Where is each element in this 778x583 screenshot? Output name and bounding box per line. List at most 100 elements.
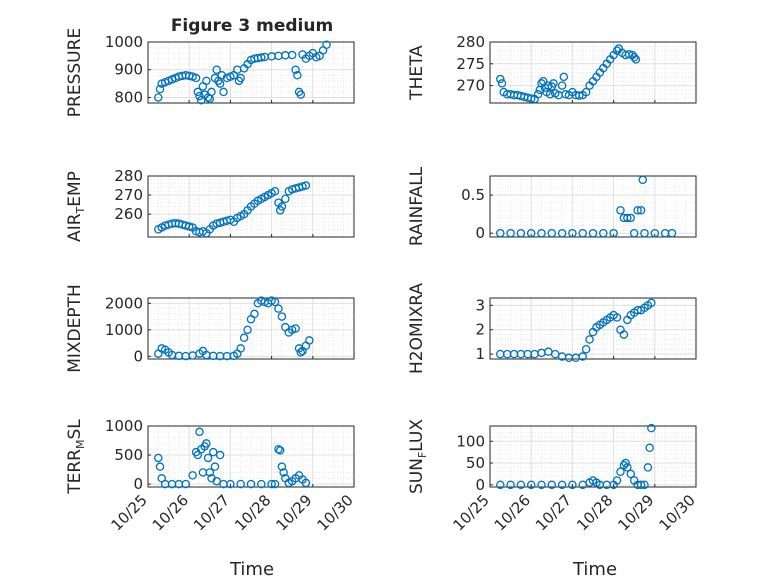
data-point: [210, 462, 220, 471]
data-point: [545, 90, 555, 99]
data-point: [516, 228, 526, 238]
data-point: [631, 55, 641, 64]
data-point: [301, 478, 311, 488]
data-point: [496, 74, 505, 84]
data-point: [588, 228, 598, 238]
data-point: [549, 79, 558, 88]
y-tick-label: 1000: [105, 417, 143, 435]
data-point: [301, 181, 311, 190]
data-point: [275, 206, 285, 215]
data-point: [557, 81, 567, 90]
data-point: [526, 480, 536, 490]
data-point: [236, 344, 245, 353]
data-point: [181, 479, 191, 489]
y-axis-label: H2OMIXRA: [407, 283, 427, 374]
subplot-pressure: 800 900 1000 PRESSURE: [65, 28, 355, 117]
data-point: [612, 476, 622, 485]
data-point: [154, 453, 163, 463]
y-tick-label: 3: [475, 296, 485, 314]
data-point: [667, 228, 677, 238]
data-point: [279, 468, 288, 477]
data-point: [219, 87, 228, 97]
data-point: [193, 87, 203, 97]
data-point: [274, 304, 283, 313]
data-point: [215, 450, 225, 460]
data-point: [626, 469, 636, 479]
data-point: [195, 91, 204, 101]
data-point: [557, 480, 567, 490]
data-point: [236, 73, 245, 83]
data-point: [155, 462, 165, 471]
data-point: [188, 471, 197, 480]
data-point: [547, 480, 557, 490]
y-tick-label: 280: [114, 167, 143, 185]
y-tick-label: 100: [456, 432, 485, 450]
axes-box: [489, 425, 697, 488]
subplot-theta: 270 275 280 THETA: [407, 33, 697, 104]
data-point: [274, 444, 283, 454]
data-point: [647, 423, 656, 433]
data-point: [629, 53, 639, 62]
data-point: [609, 228, 618, 238]
data-point: [568, 228, 577, 238]
data-point: [270, 479, 280, 489]
data-point: [257, 479, 266, 489]
data-point: [638, 175, 648, 185]
data-point: [640, 228, 649, 238]
y-axis-label: RAINFALL: [407, 166, 427, 246]
y-tick-label: 2: [475, 321, 485, 339]
data-point: [650, 228, 660, 238]
data-point: [202, 439, 211, 448]
data-point: [557, 228, 567, 238]
data-point: [215, 79, 225, 88]
y-axis-label: SUNFLUX: [407, 419, 429, 494]
data-point: [277, 312, 287, 321]
data-point: [506, 480, 515, 490]
y-tick-label: 280: [456, 33, 485, 51]
data-point: [291, 324, 300, 333]
data-point: [257, 53, 266, 62]
data-point: [270, 297, 280, 307]
data-point: [226, 479, 235, 489]
data-point: [246, 479, 256, 489]
figure-title: Figure 3 medium: [171, 16, 333, 36]
data-point: [585, 335, 594, 344]
data-point: [305, 336, 314, 345]
data-point: [293, 71, 302, 80]
data-point: [250, 309, 259, 319]
data-point: [629, 228, 639, 238]
y-tick-label: 1000: [105, 321, 143, 339]
data-point: [516, 480, 526, 490]
data-point: [626, 213, 636, 223]
data-point: [612, 313, 622, 322]
x-axis-label-right: Time: [572, 559, 617, 580]
data-point: [243, 325, 252, 335]
data-point: [208, 447, 218, 457]
data-point: [212, 65, 221, 74]
data-point: [207, 87, 216, 97]
data-point: [497, 79, 507, 88]
y-axis-label: AIRTEMP: [65, 171, 87, 242]
axes-box: [147, 297, 355, 360]
data-point: [277, 202, 287, 211]
data-point: [154, 93, 163, 102]
y-tick-label: 0: [133, 347, 143, 365]
axes-box: [489, 297, 697, 360]
data-point: [277, 462, 287, 471]
y-tick-label: 1000: [105, 33, 143, 51]
y-tick-label: 800: [114, 88, 143, 106]
data-point: [581, 87, 591, 97]
data-point: [155, 84, 165, 94]
data-point: [537, 228, 546, 238]
data-point: [623, 213, 632, 223]
data-point: [296, 348, 306, 357]
data-point: [275, 446, 285, 455]
data-point: [616, 206, 625, 215]
y-tick-label: 2000: [105, 294, 143, 312]
subplot-h2omixra: 1 2 3 H2OMIXRA: [407, 283, 697, 374]
data-point: [575, 91, 584, 100]
data-point: [537, 480, 546, 490]
data-point: [205, 468, 215, 477]
data-point: [195, 427, 204, 437]
